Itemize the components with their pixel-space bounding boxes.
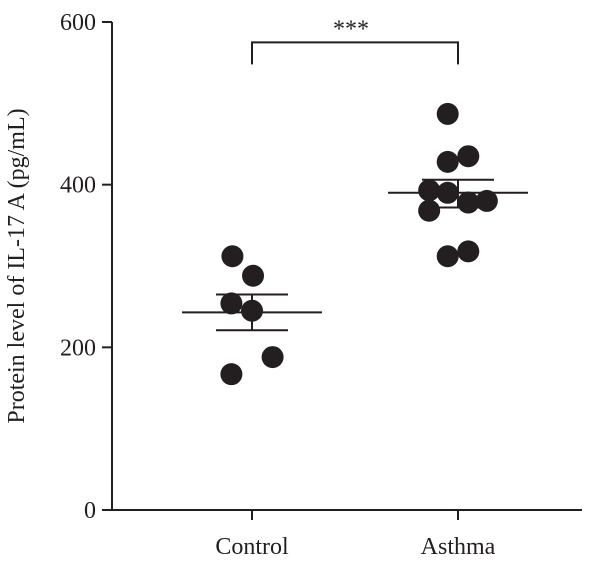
control-data-point — [242, 264, 265, 287]
asthma-data-point — [436, 102, 459, 125]
y-tick-label: 600 — [60, 10, 96, 36]
y-axis-label: Protein level of IL-17 A (pg/mL) — [4, 108, 30, 423]
control-data-point — [261, 346, 284, 369]
asthma-data-point — [418, 179, 441, 202]
asthma-data-point — [436, 150, 459, 173]
control-data-point — [220, 292, 243, 315]
control-data-point — [241, 299, 263, 322]
data-points — [220, 102, 498, 386]
asthma-data-point — [457, 240, 480, 263]
significance-label: *** — [333, 16, 369, 42]
control-data-point — [221, 245, 244, 268]
asthma-data-point — [475, 189, 498, 212]
y-tick-label: 0 — [84, 498, 96, 524]
y-tick-label: 200 — [60, 335, 96, 361]
asthma-data-point — [436, 245, 459, 268]
significance-bracket-line — [251, 41, 459, 65]
significance-bracket: *** — [251, 16, 459, 65]
x-axis: Control Asthma — [112, 509, 582, 560]
y-tick-label: 400 — [60, 173, 96, 199]
x-tick-label: Control — [215, 534, 289, 560]
asthma-data-point — [457, 145, 480, 168]
y-axis: 0 200 400 600 — [60, 10, 113, 524]
asthma-data-point — [436, 181, 459, 204]
control-data-point — [220, 363, 243, 386]
asthma-data-point — [418, 199, 441, 222]
x-tick-label: Asthma — [421, 534, 496, 560]
asthma-data-point — [457, 191, 480, 214]
